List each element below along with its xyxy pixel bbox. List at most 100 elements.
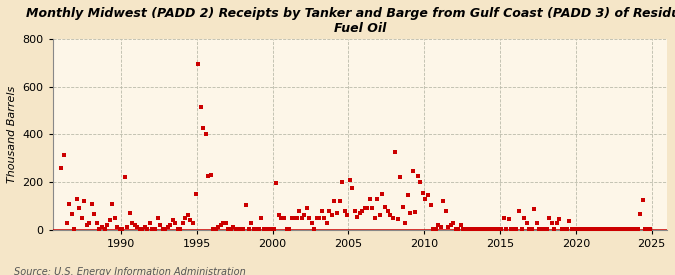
Point bbox=[377, 192, 388, 196]
Point bbox=[458, 226, 468, 231]
Point bbox=[269, 226, 279, 231]
Point bbox=[306, 221, 317, 225]
Point bbox=[433, 223, 443, 227]
Point bbox=[263, 226, 274, 231]
Point bbox=[122, 225, 133, 230]
Point bbox=[185, 218, 196, 222]
Point bbox=[192, 62, 203, 66]
Point bbox=[69, 226, 80, 231]
Point bbox=[291, 216, 302, 220]
Point bbox=[119, 175, 130, 180]
Point bbox=[337, 180, 348, 184]
Point bbox=[627, 226, 638, 231]
Point bbox=[508, 226, 519, 231]
Point bbox=[76, 216, 87, 220]
Point bbox=[357, 208, 368, 213]
Point bbox=[170, 221, 181, 225]
Point bbox=[541, 226, 552, 231]
Point bbox=[415, 180, 426, 184]
Point bbox=[142, 226, 153, 231]
Point bbox=[645, 226, 656, 231]
Point bbox=[466, 226, 477, 231]
Point bbox=[350, 208, 360, 213]
Point bbox=[84, 221, 95, 225]
Point bbox=[559, 226, 570, 231]
Point bbox=[101, 223, 112, 227]
Point bbox=[266, 226, 277, 231]
Point bbox=[567, 226, 578, 231]
Point bbox=[317, 208, 327, 213]
Point bbox=[622, 226, 633, 231]
Point bbox=[190, 192, 201, 196]
Point bbox=[367, 206, 378, 210]
Point bbox=[597, 226, 608, 231]
Point bbox=[491, 226, 502, 231]
Point bbox=[195, 105, 206, 109]
Point bbox=[506, 226, 517, 231]
Point bbox=[59, 152, 70, 157]
Point bbox=[223, 226, 234, 231]
Point bbox=[577, 226, 588, 231]
Point bbox=[256, 216, 267, 220]
Point bbox=[395, 175, 406, 180]
Point bbox=[172, 226, 183, 231]
Point bbox=[493, 226, 504, 231]
Point bbox=[339, 208, 350, 213]
Point bbox=[539, 226, 549, 231]
Point bbox=[299, 213, 310, 218]
Point bbox=[74, 206, 84, 210]
Point bbox=[537, 226, 547, 231]
Point bbox=[640, 226, 651, 231]
Point bbox=[301, 206, 312, 210]
Point bbox=[637, 198, 648, 202]
Point bbox=[468, 226, 479, 231]
Point bbox=[228, 225, 239, 230]
Point bbox=[514, 208, 524, 213]
Point bbox=[544, 216, 555, 220]
Point bbox=[347, 186, 358, 190]
Point bbox=[531, 221, 542, 225]
Point bbox=[408, 169, 418, 174]
Point bbox=[243, 226, 254, 231]
Point bbox=[182, 213, 193, 218]
Point bbox=[605, 226, 616, 231]
Point bbox=[534, 226, 545, 231]
Point bbox=[82, 223, 92, 227]
Point bbox=[97, 225, 107, 230]
Title: Monthly Midwest (PADD 2) Receipts by Tanker and Barge from Gulf Coast (PADD 3) o: Monthly Midwest (PADD 2) Receipts by Tan… bbox=[26, 7, 675, 35]
Point bbox=[246, 221, 256, 225]
Point bbox=[379, 205, 390, 209]
Point bbox=[483, 226, 494, 231]
Point bbox=[61, 221, 72, 225]
Point bbox=[481, 226, 491, 231]
Point bbox=[342, 213, 352, 218]
Text: Source: U.S. Energy Information Administration: Source: U.S. Energy Information Administ… bbox=[14, 267, 245, 275]
Point bbox=[167, 218, 178, 222]
Point bbox=[152, 216, 163, 220]
Point bbox=[233, 226, 244, 231]
Point bbox=[612, 226, 623, 231]
Point bbox=[375, 213, 385, 218]
Point bbox=[529, 207, 539, 212]
Point bbox=[402, 193, 413, 197]
Point bbox=[218, 221, 229, 225]
Point bbox=[111, 225, 122, 230]
Point bbox=[443, 225, 454, 230]
Point bbox=[382, 208, 393, 213]
Point bbox=[304, 216, 315, 220]
Point bbox=[427, 226, 438, 231]
Point bbox=[327, 213, 338, 218]
Point bbox=[215, 223, 226, 227]
Point bbox=[430, 226, 441, 231]
Point bbox=[137, 226, 148, 231]
Point bbox=[476, 226, 487, 231]
Point bbox=[79, 199, 90, 203]
Point bbox=[369, 216, 380, 220]
Point bbox=[211, 226, 221, 231]
Point bbox=[412, 174, 423, 178]
Point bbox=[236, 226, 246, 231]
Point bbox=[496, 226, 507, 231]
Point bbox=[114, 226, 125, 231]
Point bbox=[251, 226, 262, 231]
Point bbox=[440, 208, 451, 213]
